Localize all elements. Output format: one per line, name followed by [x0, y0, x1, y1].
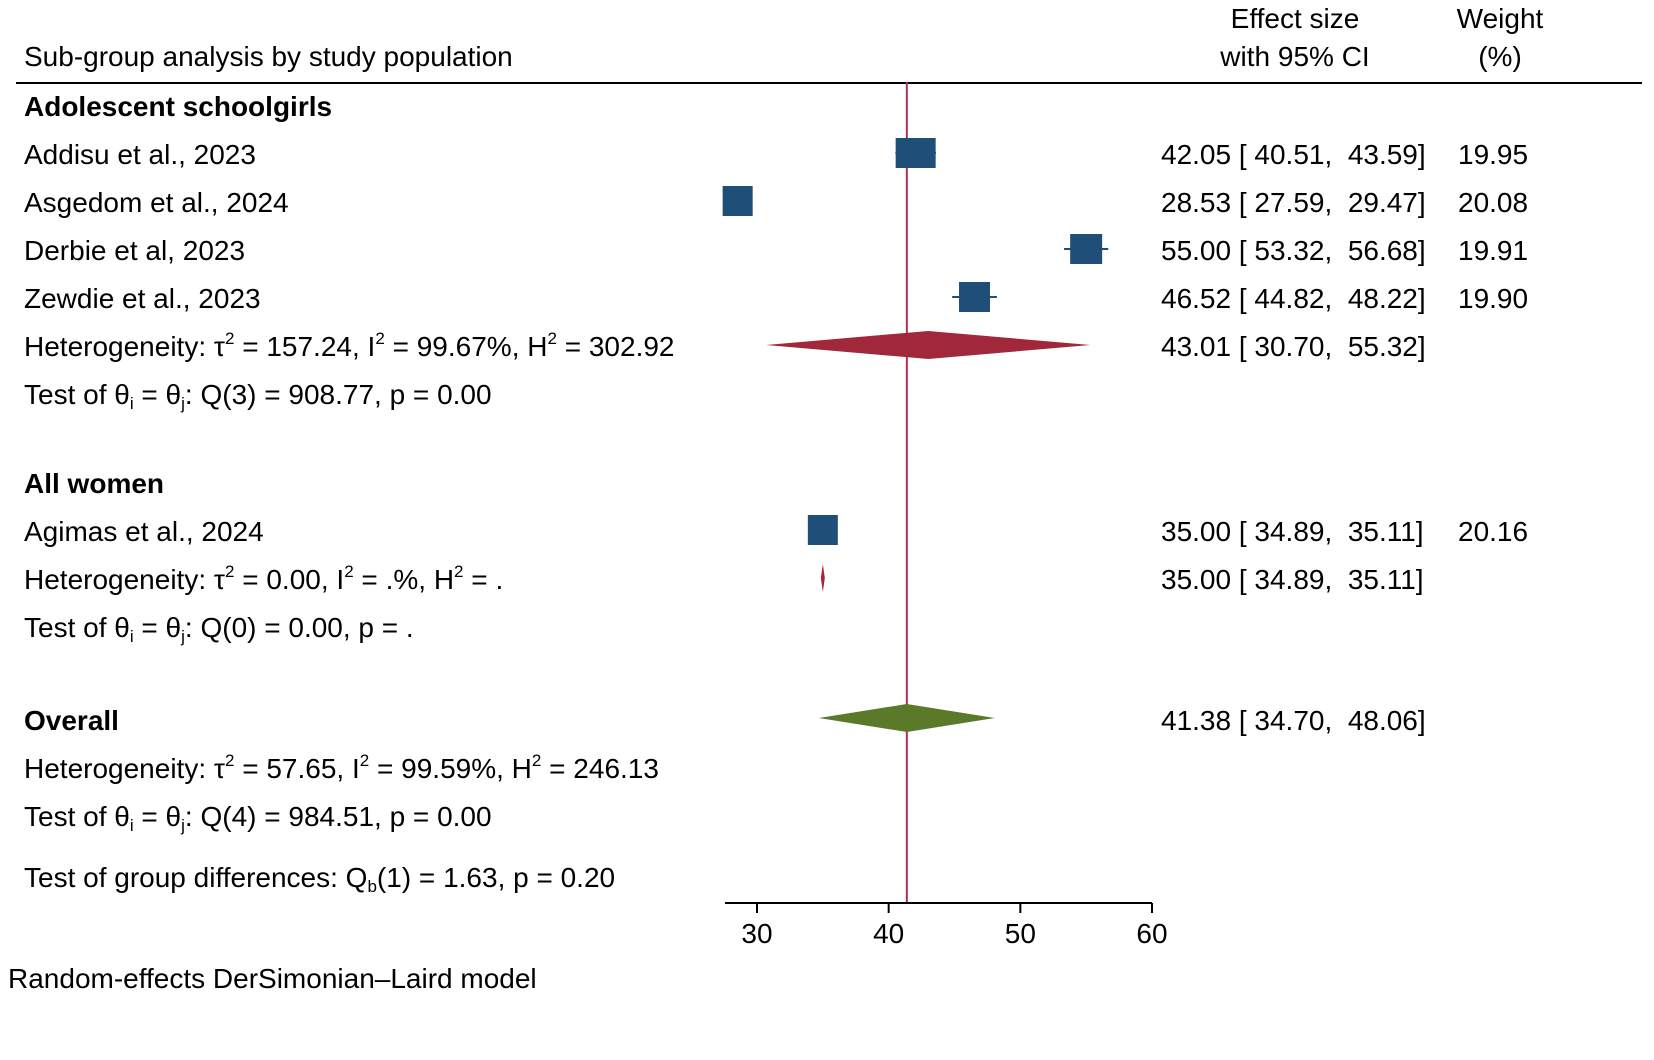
- overall-homogeneity-test: Test of θi = θj: Q(4) = 984.51, p = 0.00: [24, 801, 492, 835]
- overall-heterogeneity-stats: Heterogeneity: τ2 = 57.65, I2 = 99.59%, …: [24, 751, 659, 784]
- study-label: Addisu et al., 2023: [24, 139, 256, 170]
- pooled-effect-ci: 35.00 [ 34.89, 35.11]: [1161, 564, 1424, 595]
- study-weight: 19.91: [1458, 235, 1529, 266]
- subgroup-diamond: [766, 331, 1091, 359]
- x-tick-label: 30: [741, 918, 772, 949]
- study-marker: [959, 282, 991, 312]
- study-label: Derbie et al, 2023: [24, 235, 246, 266]
- x-tick-label: 50: [1005, 918, 1036, 949]
- study-effect-ci: 55.00 [ 53.32, 56.68]: [1161, 235, 1426, 266]
- study-label: Asgedom et al., 2024: [24, 187, 289, 218]
- homogeneity-test: Test of θi = θj: Q(3) = 908.77, p = 0.00: [24, 379, 492, 413]
- study-marker: [895, 138, 936, 168]
- model-footnote: Random-effects DerSimonian–Laird model: [8, 963, 537, 994]
- header-rule: [16, 82, 1642, 84]
- effect-size-header-ci: with 95% CI: [1220, 41, 1370, 72]
- heterogeneity-stats: Heterogeneity: τ2 = 0.00, I2 = .%, H2 = …: [24, 562, 504, 595]
- chart-title: Sub-group analysis by study population: [24, 41, 513, 72]
- study-weight: 20.16: [1458, 516, 1529, 547]
- group-differences-test: Test of group differences: Qb(1) = 1.63,…: [24, 862, 616, 896]
- study-effect-ci: 28.53 [ 27.59, 29.47]: [1161, 187, 1426, 218]
- study-effect-ci: 42.05 [ 40.51, 43.59]: [1161, 139, 1426, 170]
- weight-header-pct: (%): [1478, 41, 1522, 72]
- study-label: Zewdie et al., 2023: [24, 283, 261, 314]
- overall-effect-ci: 41.38 [ 34.70, 48.06]: [1161, 705, 1426, 736]
- x-tick-label: 40: [873, 918, 904, 949]
- study-marker: [807, 515, 838, 545]
- study-label: Agimas et al., 2024: [24, 516, 264, 547]
- study-effect-ci: 35.00 [ 34.89, 35.11]: [1161, 516, 1424, 547]
- study-weight: 19.95: [1458, 139, 1529, 170]
- group-heading-adolescent: Adolescent schoolgirls: [24, 91, 333, 122]
- study-effect-ci: 46.52 [ 44.82, 48.22]: [1161, 283, 1426, 314]
- heterogeneity-stats: Heterogeneity: τ2 = 157.24, I2 = 99.67%,…: [24, 329, 675, 362]
- overall-diamond: [818, 704, 995, 732]
- study-marker: [722, 186, 753, 216]
- weight-header: Weight: [1456, 3, 1544, 34]
- overall-heading: Overall: [24, 705, 119, 736]
- effect-size-header: Effect size: [1230, 3, 1360, 34]
- group-heading-all-women: All women: [24, 468, 165, 499]
- pooled-effect-ci: 43.01 [ 30.70, 55.32]: [1161, 331, 1426, 362]
- homogeneity-test: Test of θi = θj: Q(0) = 0.00, p = .: [24, 612, 414, 646]
- subgroup-diamond: [820, 564, 825, 592]
- study-weight: 20.08: [1458, 187, 1529, 218]
- x-tick-label: 60: [1136, 918, 1167, 949]
- study-weight: 19.90: [1458, 283, 1529, 314]
- study-marker: [1070, 234, 1103, 264]
